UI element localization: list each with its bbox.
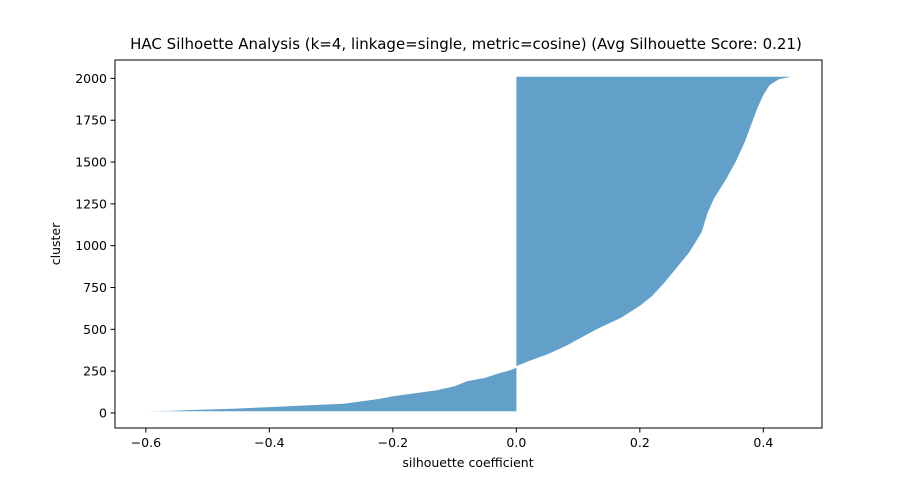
y-tick-label: 0 [99,405,107,420]
y-tick-label: 750 [83,280,107,295]
y-tick-label: 2000 [75,71,107,86]
x-axis: −0.6 −0.4 −0.2 0.0 0.2 0.4 [131,428,773,450]
x-tick-label: −0.4 [254,435,284,450]
x-tick-label: 0.2 [630,435,650,450]
y-tick-label: 1750 [75,113,107,128]
y-axis-label: cluster [48,222,63,265]
x-tick-label: 0.4 [753,435,773,450]
chart-title: HAC Silhoette Analysis (k=4, linkage=sin… [130,35,802,53]
x-axis-label: silhouette coefficient [402,455,533,470]
plot-area [145,76,792,412]
y-tick-label: 1000 [75,238,107,253]
x-tick-label: −0.2 [378,435,408,450]
y-tick-label: 1500 [75,155,107,170]
x-tick-label: 0.0 [506,435,526,450]
y-tick-label: 1250 [75,196,107,211]
y-tick-label: 500 [83,322,107,337]
silhouette-area-0 [145,76,792,412]
x-tick-label: −0.6 [131,435,161,450]
y-tick-label: 250 [83,364,107,379]
axes-frame [114,59,823,429]
y-axis: 0 250 500 750 1000 1250 1500 1750 2000 [75,71,115,420]
